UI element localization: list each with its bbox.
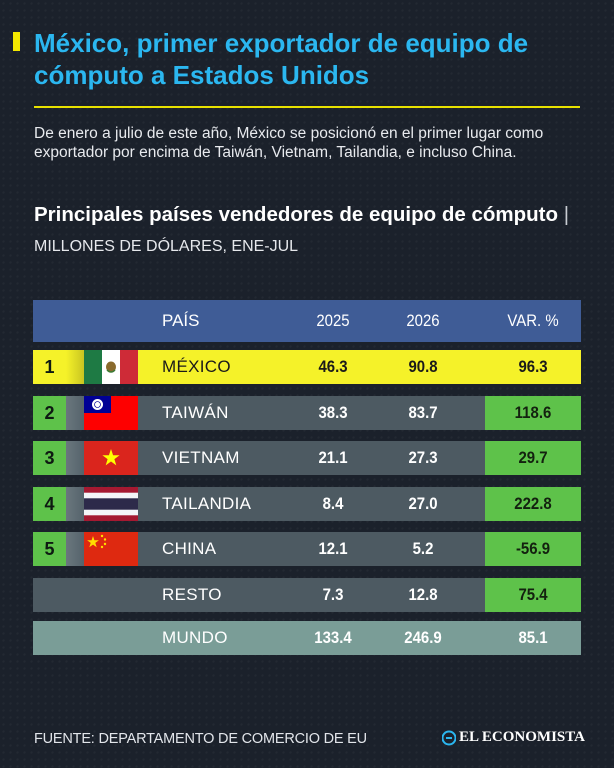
value-2026: 27.3 bbox=[408, 448, 438, 467]
variation-background bbox=[485, 441, 581, 475]
value-2026: 246.9 bbox=[404, 628, 442, 647]
table-row: 2 TAIWÁN 38.3 83.7 118.6 bbox=[33, 396, 581, 430]
value-variation: 85.1 bbox=[518, 628, 548, 647]
subtitle-unit: MILLONES DE DÓLARES, ENE-JUL bbox=[34, 238, 299, 255]
value-variation: 96.3 bbox=[518, 357, 548, 376]
value-2026: 27.0 bbox=[408, 494, 438, 513]
variation-background bbox=[485, 578, 581, 612]
rank-divider bbox=[66, 532, 84, 566]
rank-divider bbox=[66, 441, 84, 475]
country-name: VIETNAM bbox=[162, 448, 240, 467]
vietnam-flag-icon bbox=[84, 441, 138, 475]
table-header: PAÍS 2025 2026 VAR. % bbox=[33, 300, 581, 342]
value-variation: -56.9 bbox=[515, 539, 551, 558]
row-background bbox=[84, 350, 581, 384]
country-name: MÉXICO bbox=[162, 357, 231, 376]
brand-mark-icon bbox=[442, 730, 456, 745]
variation-background bbox=[485, 487, 581, 521]
title-accent-bar bbox=[13, 32, 20, 51]
country-name: TAILANDIA bbox=[162, 494, 252, 513]
table-row: 3 VIETNAM 21.1 27.3 29.7 bbox=[33, 441, 581, 475]
header-2025: 2025 bbox=[316, 311, 350, 330]
source-note: FUENTE: DEPARTAMENTO DE COMERCIO DE EU bbox=[34, 731, 367, 747]
value-2025: 46.3 bbox=[318, 357, 348, 376]
value-variation: 75.4 bbox=[518, 585, 548, 604]
header-2026: 2026 bbox=[406, 311, 440, 330]
table-row: 4 TAILANDIA 8.4 27.0 222.8 bbox=[33, 487, 581, 521]
page-title: México, primer exportador de equipo de c… bbox=[34, 28, 529, 90]
rank-badge: 5 bbox=[33, 532, 66, 566]
header-var: VAR. % bbox=[507, 311, 559, 330]
table-row: MUNDO 133.4 246.9 85.1 bbox=[33, 621, 581, 655]
rank-divider bbox=[66, 396, 84, 430]
table-row: 5 CHINA 12.1 5.2 -56.9 bbox=[33, 532, 581, 566]
rank-badge: 3 bbox=[33, 441, 66, 475]
variation-background bbox=[485, 396, 581, 430]
table-subtitle: Principales países vendedores de equipo … bbox=[34, 200, 594, 262]
value-2025: 7.3 bbox=[322, 585, 344, 604]
value-2026: 5.2 bbox=[412, 539, 434, 558]
country-name: TAIWÁN bbox=[162, 403, 229, 422]
value-2025: 12.1 bbox=[318, 539, 348, 558]
value-2025: 21.1 bbox=[318, 448, 348, 467]
table-row: 1 MÉXICO 46.3 90.8 96.3 bbox=[33, 350, 581, 384]
title-divider bbox=[34, 106, 580, 108]
rank-divider bbox=[66, 487, 84, 521]
brand-name: EL ECONOMISTA bbox=[459, 729, 585, 745]
rank-badge: 1 bbox=[33, 350, 66, 384]
country-name: CHINA bbox=[162, 539, 217, 558]
value-2025: 133.4 bbox=[314, 628, 352, 647]
taiwan-flag-icon bbox=[84, 396, 138, 430]
rank-divider bbox=[66, 350, 84, 384]
thailand-flag-icon bbox=[84, 487, 138, 521]
value-variation: 222.8 bbox=[514, 494, 552, 513]
value-variation: 118.6 bbox=[514, 403, 552, 422]
value-2026: 83.7 bbox=[408, 403, 438, 422]
brand-logo: EL ECONOMISTA bbox=[442, 729, 585, 746]
china-flag-icon bbox=[84, 532, 138, 566]
value-2025: 38.3 bbox=[318, 403, 348, 422]
rank-badge: 2 bbox=[33, 396, 66, 430]
value-variation: 29.7 bbox=[518, 448, 548, 467]
table-row: RESTO 7.3 12.8 75.4 bbox=[33, 578, 581, 612]
value-2026: 90.8 bbox=[408, 357, 438, 376]
intro-text: De enero a julio de este año, México se … bbox=[34, 125, 544, 161]
rank-badge: 4 bbox=[33, 487, 66, 521]
value-2026: 12.8 bbox=[408, 585, 438, 604]
value-2025: 8.4 bbox=[322, 494, 344, 513]
country-name: MUNDO bbox=[162, 628, 228, 647]
subtitle-bold: Principales países vendedores de equipo … bbox=[34, 203, 559, 226]
mexico-flag-icon bbox=[84, 350, 138, 384]
row-background bbox=[33, 621, 581, 655]
country-name: RESTO bbox=[162, 585, 222, 604]
subtitle-separator: | bbox=[558, 203, 570, 226]
variation-background bbox=[485, 532, 581, 566]
header-country: PAÍS bbox=[162, 311, 200, 330]
